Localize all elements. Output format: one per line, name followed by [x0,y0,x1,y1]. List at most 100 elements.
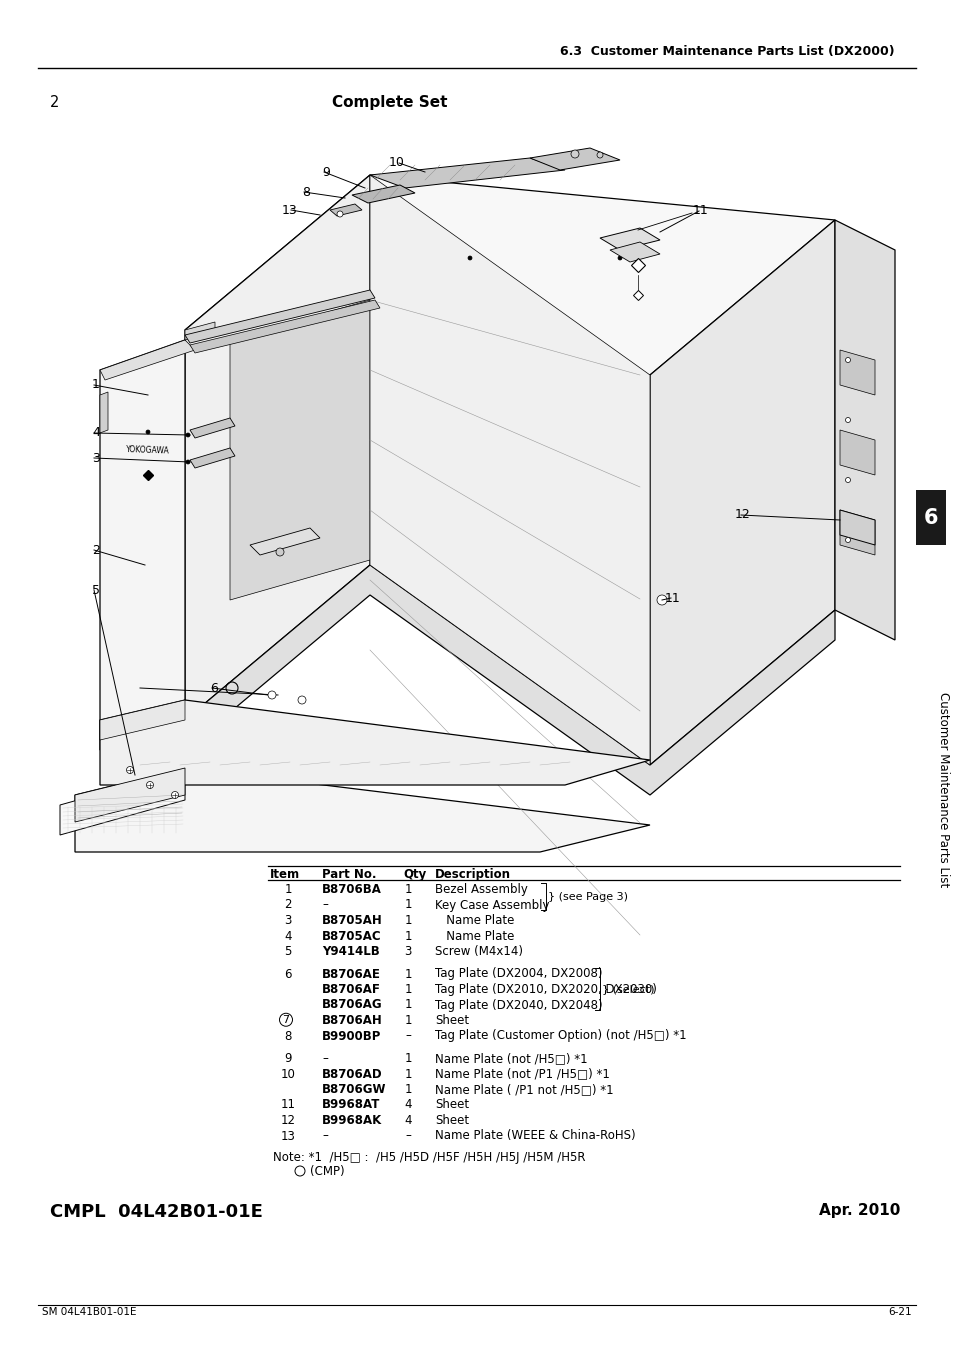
Polygon shape [185,323,214,340]
Circle shape [127,767,133,774]
Polygon shape [834,220,894,640]
Text: 13: 13 [280,1130,295,1142]
Text: Tag Plate (Customer Option) (not /H5□) *1: Tag Plate (Customer Option) (not /H5□) *… [435,1030,686,1042]
Circle shape [297,697,306,703]
Polygon shape [100,701,185,740]
Text: B9968AT: B9968AT [322,1099,380,1111]
Text: 8: 8 [302,185,310,198]
Text: B8706AE: B8706AE [322,968,380,980]
Polygon shape [840,350,874,396]
Polygon shape [185,566,834,795]
Circle shape [147,782,153,788]
Text: 8: 8 [284,1030,292,1042]
Text: 1: 1 [404,1052,412,1065]
Text: –: – [322,1130,328,1142]
Text: 9: 9 [322,166,330,178]
Text: B8706BA: B8706BA [322,883,381,896]
Text: 6: 6 [284,968,292,980]
Text: Screw (M4x14): Screw (M4x14) [435,945,522,958]
Text: 7: 7 [138,682,146,694]
Polygon shape [230,300,370,599]
Text: 6-21: 6-21 [887,1307,911,1318]
Text: (CMP): (CMP) [310,1165,344,1179]
Text: Name Plate: Name Plate [435,930,514,942]
Text: Key Case Assembly: Key Case Assembly [435,899,549,911]
Text: –: – [405,1130,411,1142]
Circle shape [336,211,343,217]
Text: 1: 1 [404,1014,412,1027]
Polygon shape [352,185,415,202]
Text: 1: 1 [404,1083,412,1096]
Text: 1: 1 [404,883,412,896]
Text: 13: 13 [281,204,296,216]
Text: 11: 11 [692,204,708,217]
Text: 4: 4 [92,427,100,440]
Polygon shape [250,528,319,555]
Text: 2: 2 [284,899,292,911]
Polygon shape [370,158,564,188]
Text: 1: 1 [404,899,412,911]
Text: 1: 1 [404,930,412,942]
Text: 4: 4 [404,1114,412,1127]
Polygon shape [840,510,874,545]
Text: 7: 7 [282,1015,290,1025]
Text: Name Plate (not /P1 /H5□) *1: Name Plate (not /P1 /H5□) *1 [435,1068,609,1080]
Circle shape [186,433,190,437]
Text: 1: 1 [404,968,412,980]
Text: B9968AK: B9968AK [322,1114,382,1127]
Text: Note: *1  /H5□ :  /H5 /H5D /H5F /H5H /H5J /H5M /H5R: Note: *1 /H5□ : /H5 /H5D /H5F /H5H /H5J … [273,1152,585,1164]
Text: Sheet: Sheet [435,1099,469,1111]
Text: Name Plate ( /P1 not /H5□) *1: Name Plate ( /P1 not /H5□) *1 [435,1083,613,1096]
Polygon shape [840,431,874,475]
Polygon shape [190,448,234,468]
Text: 1: 1 [92,378,100,392]
Circle shape [146,431,150,433]
Circle shape [844,478,850,482]
Text: 1: 1 [404,999,412,1011]
Text: Sheet: Sheet [435,1014,469,1027]
Bar [915,490,945,545]
Polygon shape [100,340,185,751]
Circle shape [844,537,850,543]
Text: –: – [405,1030,411,1042]
Text: Name Plate (WEEE & China-RoHS): Name Plate (WEEE & China-RoHS) [435,1130,635,1142]
Text: Description: Description [435,868,511,882]
Text: 11: 11 [664,591,680,605]
Text: B8706AH: B8706AH [322,1014,382,1027]
Text: 1: 1 [404,983,412,996]
Circle shape [468,256,472,261]
Text: Name Plate (not /H5□) *1: Name Plate (not /H5□) *1 [435,1052,587,1065]
Text: Part No.: Part No. [322,868,376,882]
Text: 6.3  Customer Maintenance Parts List (DX2000): 6.3 Customer Maintenance Parts List (DX2… [559,45,894,58]
Text: Tag Plate (DX2040, DX2048): Tag Plate (DX2040, DX2048) [435,999,602,1011]
Text: 11: 11 [280,1099,295,1111]
Text: Apr. 2010: Apr. 2010 [818,1203,899,1218]
Text: 5: 5 [91,583,100,597]
Text: } (select): } (select) [601,984,654,994]
Circle shape [186,460,190,464]
Text: Name Plate: Name Plate [435,914,514,927]
Text: B8706AG: B8706AG [322,999,382,1011]
Circle shape [844,358,850,363]
Polygon shape [185,176,834,375]
Text: 6: 6 [210,682,218,694]
Text: Sheet: Sheet [435,1114,469,1127]
Text: Y9414LB: Y9414LB [322,945,379,958]
Text: 5: 5 [284,945,292,958]
Polygon shape [75,768,185,822]
Text: 10: 10 [389,157,405,170]
Text: SM 04L41B01-01E: SM 04L41B01-01E [42,1307,136,1318]
Circle shape [597,153,602,158]
Text: B8705AH: B8705AH [322,914,382,927]
Text: 2: 2 [50,95,59,109]
Text: B8706GW: B8706GW [322,1083,386,1096]
Text: Bezel Assembly: Bezel Assembly [435,883,527,896]
Text: 1: 1 [404,1068,412,1080]
Text: Tag Plate (DX2004, DX2008): Tag Plate (DX2004, DX2008) [435,968,602,980]
Text: Customer Maintenance Parts List: Customer Maintenance Parts List [937,693,949,888]
Polygon shape [100,392,108,433]
Polygon shape [649,220,834,765]
Circle shape [172,791,178,798]
Polygon shape [60,769,185,836]
Circle shape [571,150,578,158]
